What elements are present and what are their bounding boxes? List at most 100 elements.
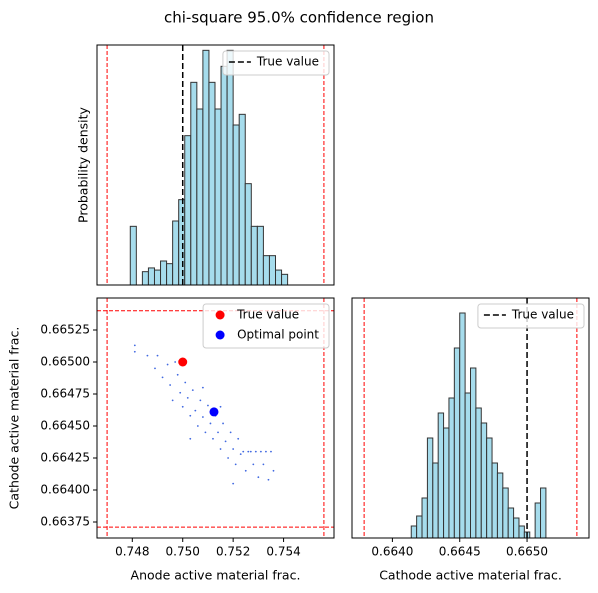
scatter-point <box>184 381 187 384</box>
x-axis-label: Anode active material frac. <box>131 568 301 583</box>
scatter-point <box>217 431 219 434</box>
y-tick-label: 0.66375 <box>40 515 90 529</box>
scatter-point <box>133 344 136 347</box>
scatter-point <box>212 437 214 440</box>
histogram-bar <box>502 487 509 539</box>
histogram-bar <box>275 269 283 286</box>
y-tick-label: 0.66500 <box>40 355 90 369</box>
histogram-bar <box>486 437 493 539</box>
scatter-point <box>191 389 194 392</box>
legend-label: True value <box>256 55 319 69</box>
scatter-point <box>252 463 255 466</box>
legend: True value Optimal point <box>202 303 330 349</box>
histogram-bar <box>208 81 216 286</box>
legend: True value <box>222 50 330 76</box>
scatter-point <box>270 450 272 453</box>
scatter-point <box>267 478 270 481</box>
histogram-bar <box>540 487 547 539</box>
legend-label: True value <box>236 308 299 322</box>
legend-label: Optimal point <box>237 328 319 342</box>
scatter-point <box>244 469 247 472</box>
histogram-bar <box>437 412 445 539</box>
x-tick-label: 0.6650 <box>506 545 548 559</box>
histogram-bar <box>448 397 455 539</box>
histogram-bar <box>268 255 277 286</box>
scatter-marker <box>209 407 219 417</box>
scatter-point <box>232 482 235 485</box>
histogram-bar <box>513 517 520 539</box>
scatter-point <box>146 354 149 357</box>
legend: True value <box>477 303 585 329</box>
legend-swatch <box>215 310 225 320</box>
scatter-point <box>272 469 275 472</box>
axes-frame <box>96 44 335 286</box>
y-tick-label: 0.66525 <box>40 323 90 337</box>
y-axis-label: Cathode active material frac. <box>7 327 22 510</box>
histogram-bar <box>147 267 155 286</box>
scatter-point <box>156 354 159 357</box>
scatter-point <box>222 422 224 425</box>
scatter-point <box>265 450 267 453</box>
scatter-point <box>249 450 252 453</box>
scatter-point <box>209 422 212 425</box>
histogram-bar <box>244 183 252 286</box>
histogram-bar <box>166 263 174 286</box>
histogram-bar <box>426 437 434 539</box>
histogram-bar <box>153 269 162 286</box>
scatter-point <box>262 463 265 466</box>
histogram-bar <box>491 462 498 539</box>
y-tick-label: 0.66475 <box>40 387 90 401</box>
histogram-bar <box>281 273 289 286</box>
scatter-point <box>176 373 179 376</box>
x-tick-label: 0.748 <box>115 545 149 559</box>
scatter-point <box>224 440 227 443</box>
scatter-point <box>229 431 232 434</box>
y-tick-label: 0.66400 <box>40 483 90 497</box>
scatter-point <box>227 457 230 459</box>
histogram-bar <box>443 427 450 539</box>
histogram-bar <box>220 65 228 286</box>
histogram-bar <box>256 225 264 286</box>
histogram-bar <box>202 49 210 286</box>
y-tick-label: 0.66425 <box>40 451 90 465</box>
histogram-bar <box>496 472 504 539</box>
legend-label: True value <box>511 308 574 322</box>
histogram-bar <box>470 367 477 539</box>
scatter-point <box>194 409 197 412</box>
histogram-bar <box>262 255 270 286</box>
histogram-bar <box>416 515 423 539</box>
scatter-point <box>219 405 222 408</box>
histogram-bar <box>172 220 180 286</box>
histogram-bar <box>250 225 258 286</box>
x-tick-label: 0.752 <box>216 545 250 559</box>
scatter-point <box>154 367 156 370</box>
histogram-bar <box>238 113 246 286</box>
histogram-bar <box>534 502 542 539</box>
histogram-bar <box>232 124 240 286</box>
scatter-point <box>207 404 209 407</box>
scatter-point <box>237 437 240 440</box>
histogram-bar <box>196 108 204 286</box>
scatter-marker <box>178 357 188 367</box>
scatter-point <box>219 448 222 450</box>
scatter-point <box>232 448 235 450</box>
histogram-bar <box>190 81 198 286</box>
scatter-point <box>181 405 184 408</box>
scatter-point <box>133 350 136 353</box>
scatter-point <box>169 384 172 386</box>
histogram-bar <box>518 525 525 539</box>
scatter-point <box>242 450 245 453</box>
figure-title: chi-square 95.0% confidence region <box>164 9 434 27</box>
x-axis-label: Cathode active material frac. <box>379 568 562 583</box>
scatter-point <box>247 450 250 453</box>
histogram-bar <box>184 135 192 286</box>
histogram-bar <box>475 407 482 539</box>
scatter-point <box>189 414 192 417</box>
scatter-point <box>201 386 204 389</box>
histogram-bar <box>160 260 168 286</box>
histogram-bar <box>421 497 428 539</box>
scatter-point <box>204 431 207 434</box>
histogram-bar <box>226 49 234 286</box>
